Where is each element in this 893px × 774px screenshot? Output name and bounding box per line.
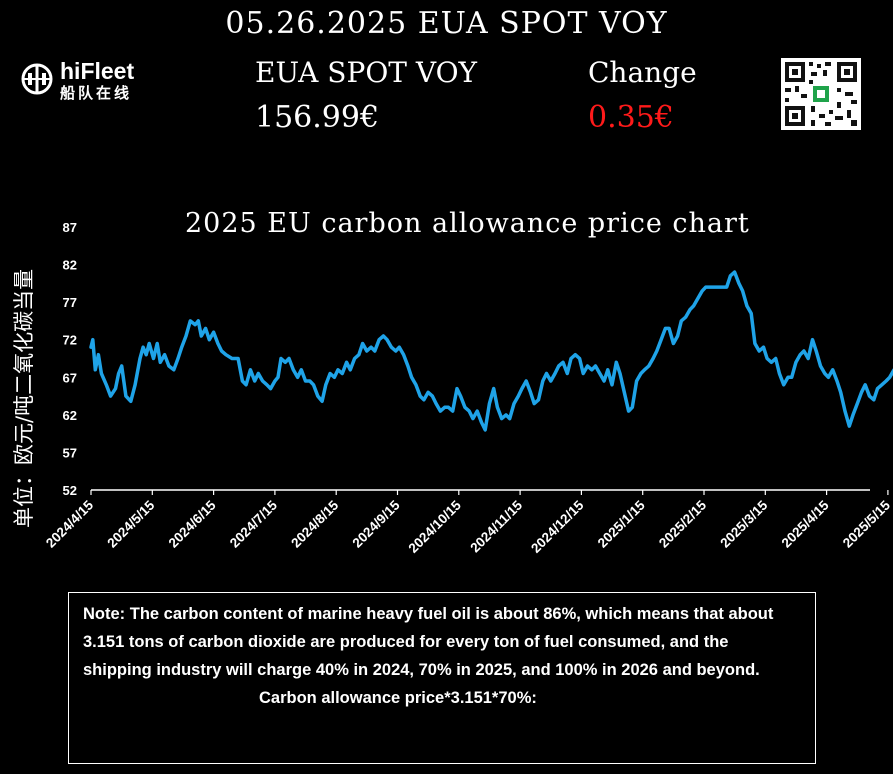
note-box: Note: The carbon content of marine heavy… <box>68 592 816 764</box>
instrument-label: EUA SPOT VOY <box>255 56 478 89</box>
series-line <box>89 270 893 432</box>
y-tick-label: 57 <box>63 445 77 460</box>
y-tick-label: 82 <box>63 258 77 273</box>
ship-globe-icon <box>21 63 53 95</box>
y-tick-label: 72 <box>63 333 77 348</box>
price-value: 156.99€ <box>255 100 380 135</box>
x-tick-label: 2025/4/15 <box>779 497 832 550</box>
x-tick-label: 2024/8/15 <box>288 497 341 550</box>
qr-code-icon <box>781 58 861 130</box>
x-tick-label: 2025/5/15 <box>840 497 893 550</box>
y-tick-label: 62 <box>63 408 77 423</box>
logo: hiFleet 船队在线 <box>20 58 170 102</box>
change-value: 0.35€ <box>588 100 674 135</box>
chart-title: 2025 EU carbon allowance price chart <box>185 208 750 239</box>
y-tick-label: 52 <box>63 483 77 498</box>
y-tick-label: 87 <box>63 220 77 235</box>
x-tick-label: 2025/3/15 <box>717 497 770 550</box>
x-axis: 2024/4/15 2024/5/15 2024/6/15 2024/7/15 2024… <box>43 489 893 556</box>
x-tick-label: 2024/9/15 <box>350 497 403 550</box>
x-tick-label: 2024/10/15 <box>406 497 465 556</box>
x-tick-label: 2025/1/15 <box>595 497 648 550</box>
note-formula: Carbon allowance price*3.151*70%: <box>259 689 537 707</box>
note-text: Note: The carbon content of marine heavy… <box>83 605 774 679</box>
x-tick-label: 2024/12/15 <box>528 497 587 556</box>
x-tick-label: 2024/7/15 <box>227 497 280 550</box>
y-tick-label: 77 <box>63 295 77 310</box>
x-tick-label: 2024/11/15 <box>467 497 525 555</box>
x-tick-label: 2024/5/15 <box>104 497 157 550</box>
logo-name: hiFleet <box>60 58 135 84</box>
x-tick-label: 2024/4/15 <box>43 497 96 550</box>
change-label: Change <box>588 56 697 89</box>
x-tick-label: 2025/2/15 <box>656 497 709 550</box>
series-layer <box>89 270 893 432</box>
logo-subtitle: 船队在线 <box>60 85 133 102</box>
x-tick-label: 2024/6/15 <box>166 497 219 550</box>
y-tick-label: 67 <box>63 370 77 385</box>
header-title: 05.26.2025 EUA SPOT VOY <box>225 6 668 41</box>
y-axis: 52 57 62 67 72 77 82 87 <box>63 220 77 498</box>
